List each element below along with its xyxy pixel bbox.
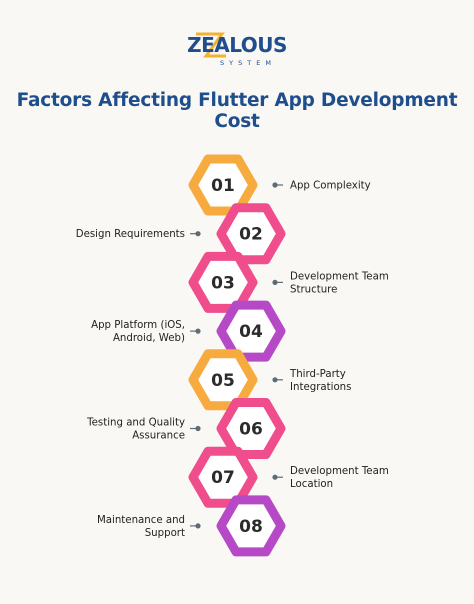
logo-tagline: SYSTEM <box>220 59 276 67</box>
factor-number: 05 <box>211 371 235 391</box>
hexagon-06 <box>216 398 286 459</box>
factor-number: 02 <box>239 225 263 245</box>
factor-number: 01 <box>211 176 235 196</box>
page-title: Factors Affecting Flutter App Developmen… <box>16 90 458 132</box>
factor-label: Third-Party <box>289 369 346 380</box>
factor-label: Assurance <box>132 431 185 442</box>
factor-label: Design Requirements <box>76 229 185 240</box>
factor-label: App Platform (iOS, <box>91 320 185 331</box>
hexagon-04 <box>216 300 286 362</box>
hexagon-08 <box>216 495 286 557</box>
factor-number: 08 <box>239 517 263 537</box>
factor-item-01: 01 App Complexity <box>188 154 371 216</box>
factor-label: Maintenance and <box>97 515 185 526</box>
hexagon-02 <box>216 203 286 265</box>
factor-item-06: 06 Testing and Quality Assurance <box>86 398 286 459</box>
logo-name: ZEALOUS <box>187 33 287 57</box>
zealous-system-logo: ZEALOUS SYSTEM <box>187 32 287 67</box>
factor-label: App Complexity <box>290 181 371 192</box>
factor-number: 06 <box>239 420 263 440</box>
factor-item-07: 07 Development Team Location <box>188 446 389 508</box>
factor-label: Structure <box>290 284 337 295</box>
factor-item-05: 05 Third-Party Integrations <box>188 349 351 411</box>
factor-item-08: 08 Maintenance and Support <box>97 495 286 557</box>
factor-label: Development Team <box>290 271 389 282</box>
factor-item-03: 03 Development Team Structure <box>188 251 389 313</box>
factor-number: 04 <box>239 322 263 342</box>
factor-item-02: 02 Design Requirements <box>76 203 286 265</box>
logo-z-mark <box>196 32 226 58</box>
factor-number: 03 <box>211 273 235 293</box>
factor-label: Android, Web) <box>113 333 185 344</box>
factor-item-04: 04 App Platform (iOS, Android, Web) <box>91 300 286 362</box>
factor-label: Development Team <box>290 466 389 477</box>
factor-number: 07 <box>211 468 235 488</box>
factor-label: Support <box>145 528 185 539</box>
factor-label: Location <box>290 479 333 490</box>
factor-label: Testing and Quality <box>86 418 185 429</box>
factor-label: Integrations <box>290 382 351 393</box>
